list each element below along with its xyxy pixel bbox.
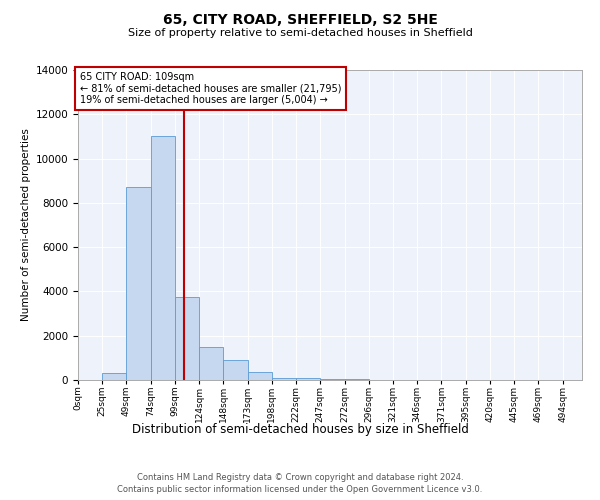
Y-axis label: Number of semi-detached properties: Number of semi-detached properties <box>22 128 31 322</box>
Bar <box>223 360 248 380</box>
Text: Size of property relative to semi-detached houses in Sheffield: Size of property relative to semi-detach… <box>128 28 472 38</box>
Bar <box>344 379 369 380</box>
Bar <box>102 374 127 380</box>
Bar <box>272 378 296 380</box>
Bar <box>296 378 320 380</box>
Text: Contains public sector information licensed under the Open Government Licence v3: Contains public sector information licen… <box>118 485 482 494</box>
Bar <box>175 297 199 380</box>
Bar <box>151 136 175 380</box>
Bar <box>320 379 344 380</box>
Text: Contains HM Land Registry data © Crown copyright and database right 2024.: Contains HM Land Registry data © Crown c… <box>137 472 463 482</box>
Bar <box>248 372 272 380</box>
Text: 65 CITY ROAD: 109sqm
← 81% of semi-detached houses are smaller (21,795)
19% of s: 65 CITY ROAD: 109sqm ← 81% of semi-detac… <box>80 72 341 106</box>
Bar <box>199 347 223 380</box>
Text: 65, CITY ROAD, SHEFFIELD, S2 5HE: 65, CITY ROAD, SHEFFIELD, S2 5HE <box>163 12 437 26</box>
Text: Distribution of semi-detached houses by size in Sheffield: Distribution of semi-detached houses by … <box>131 422 469 436</box>
Bar <box>127 188 151 380</box>
